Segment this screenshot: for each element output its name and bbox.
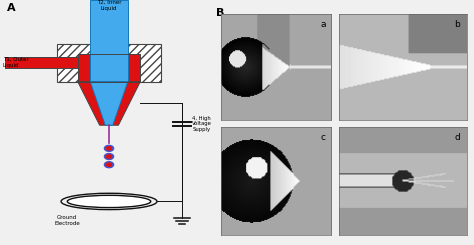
Text: T2, Inner
Liquid: T2, Inner Liquid (97, 0, 121, 11)
Circle shape (107, 163, 111, 166)
Text: 4, High
Voltage
Supply: 4, High Voltage Supply (192, 116, 212, 132)
Text: d: d (455, 133, 460, 142)
Text: a: a (320, 20, 326, 29)
Bar (57, 44, 161, 82)
Text: B: B (216, 8, 224, 18)
Bar (5, 57, 78, 68)
Bar (78, 54, 140, 82)
Bar (90, 0, 128, 88)
Polygon shape (90, 82, 128, 125)
Circle shape (104, 145, 114, 151)
Polygon shape (78, 82, 140, 125)
Ellipse shape (67, 195, 151, 208)
Text: A: A (7, 3, 16, 13)
Text: b: b (455, 20, 460, 29)
Text: Ground
Electrode: Ground Electrode (55, 215, 80, 226)
Circle shape (107, 155, 111, 158)
Text: T1, Outer
Liquid: T1, Outer Liquid (3, 57, 28, 68)
Circle shape (104, 154, 114, 159)
Text: c: c (320, 133, 326, 142)
Circle shape (107, 147, 111, 150)
Circle shape (104, 162, 114, 168)
